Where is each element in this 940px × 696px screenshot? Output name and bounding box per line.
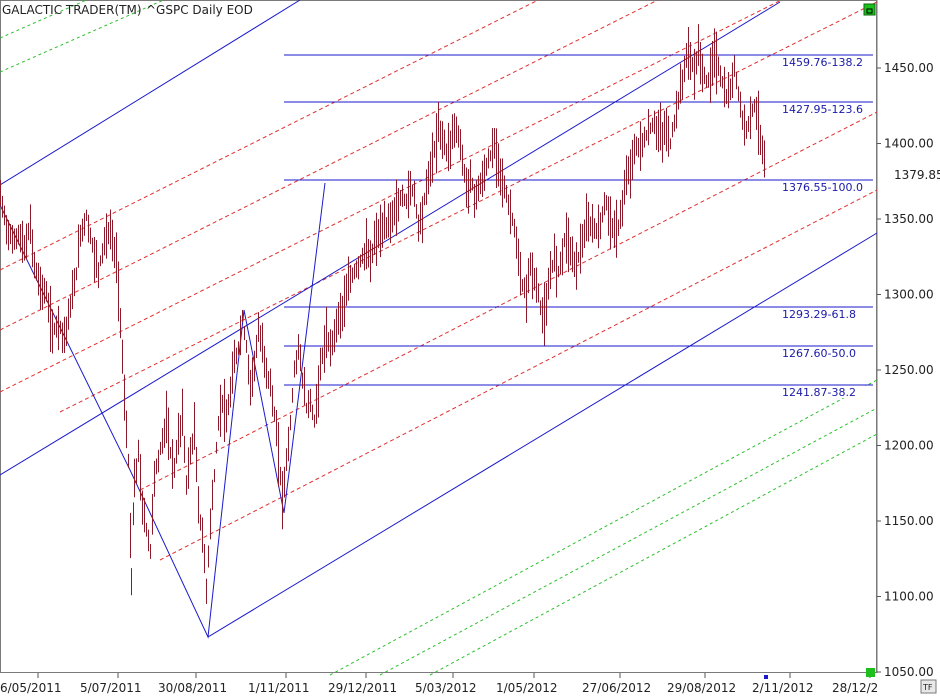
y-axis-panel xyxy=(877,0,940,673)
red-line-5 xyxy=(139,111,878,491)
fib-label-bg xyxy=(781,181,869,193)
green-line-3 xyxy=(329,379,878,676)
pitchfork-lower xyxy=(207,232,878,638)
pitchfork-upper xyxy=(0,0,301,186)
current-price-box xyxy=(879,167,939,183)
green-line-4 xyxy=(379,407,878,676)
red-line-3 xyxy=(0,0,783,393)
y-tick-label: 1150.00 xyxy=(884,514,934,528)
fib-label-bg xyxy=(781,386,869,398)
app-title: GALACTIC TRADER(TM) xyxy=(2,3,142,17)
y-tick-label: 1300.00 xyxy=(884,288,934,302)
fib-label: 1427.95-123.6 xyxy=(782,103,863,116)
x-tick-label: 2/11/2012 xyxy=(752,681,814,695)
fib-label-bg xyxy=(781,308,869,320)
fib-label: 1459.76-138.2 xyxy=(782,56,863,69)
time-marker-icon xyxy=(764,675,768,679)
tf-button[interactable] xyxy=(920,679,937,694)
fib-label: 1267.60-50.0 xyxy=(782,347,856,360)
x-axis-ticks: 6/05/2011 5/07/2011 30/08/2011 1/11/2011 29/… xyxy=(0,673,878,695)
y-tick-label: 1250.00 xyxy=(884,363,934,377)
red-line-1 xyxy=(0,0,540,271)
x-tick-label: 5/07/2011 xyxy=(80,681,142,695)
green-line-1 xyxy=(0,0,165,73)
fib-label: 1293.29-61.8 xyxy=(782,308,856,321)
y-tick-label: 1450.00 xyxy=(884,61,934,75)
green-line-2 xyxy=(0,0,88,39)
x-tick-label: 27/06/2012 xyxy=(582,681,651,695)
maximize-glyph xyxy=(866,8,873,14)
y-tick-label: 1350.00 xyxy=(884,212,934,226)
fib-level-lines xyxy=(284,54,873,386)
x-tick-label: 1/05/2012 xyxy=(496,681,558,695)
x-tick-label: 6/05/2011 xyxy=(0,681,62,695)
fib-label-bg xyxy=(781,103,869,115)
y-tick-label: 1200.00 xyxy=(884,439,934,453)
red-line-6 xyxy=(159,189,878,561)
green-line-5 xyxy=(429,433,878,676)
x-tick-label: 29/12/2011 xyxy=(328,681,397,695)
fib-label: 1376.55-100.0 xyxy=(782,181,863,194)
status-square-icon xyxy=(866,668,875,677)
x-tick-label: 28/12/2 xyxy=(832,681,878,695)
y-tick-label: 1400.00 xyxy=(884,137,934,151)
x-tick-label: 30/08/2011 xyxy=(158,681,227,695)
tf-button-label: TF xyxy=(922,683,933,692)
fib-label-bg xyxy=(781,347,869,359)
y-tick-label: 1100.00 xyxy=(884,590,934,604)
y-tick-label: 1050.00 xyxy=(884,665,934,679)
y-axis-ticks: 1450.00 1400.00 1350.00 1300.00 1250.00 1200.… xyxy=(877,61,934,679)
current-price-label: 1379.85 xyxy=(894,168,940,182)
x-tick-label: 29/08/2012 xyxy=(667,681,736,695)
green-channel-lines xyxy=(0,0,878,676)
fib-label-bg xyxy=(781,56,869,68)
symbol-title: ^GSPC Daily EOD xyxy=(146,3,253,17)
fib-level-labels: 1459.76-138.2 1427.95-123.6 1376.55-100.0 1… xyxy=(781,56,869,399)
x-tick-label: 5/03/2012 xyxy=(415,681,477,695)
pivot-path xyxy=(0,182,326,639)
x-tick-label: 1/11/2011 xyxy=(248,681,310,695)
price-bars xyxy=(0,24,765,604)
fib-label: 1241.87-38.2 xyxy=(782,386,856,399)
